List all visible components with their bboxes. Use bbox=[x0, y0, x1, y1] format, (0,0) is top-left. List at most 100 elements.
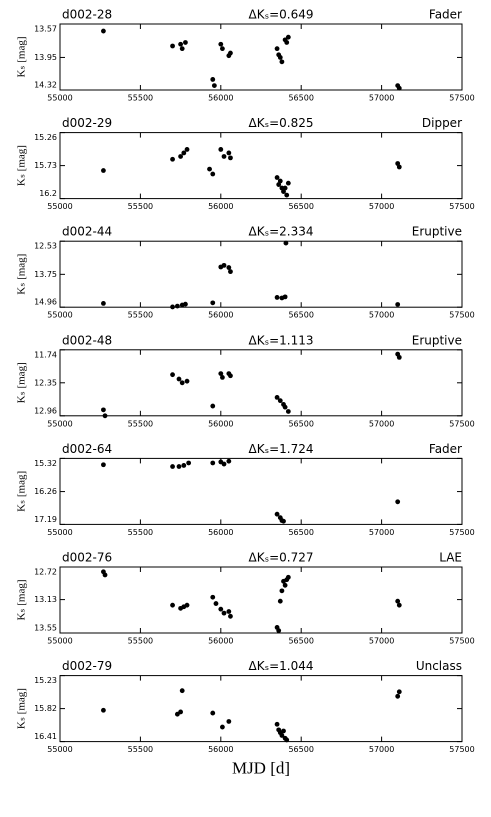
plot-frame bbox=[59, 132, 463, 200]
x-tick-label: 55000 bbox=[47, 419, 72, 428]
y-tick-label: 13.75 bbox=[34, 270, 57, 279]
data-point bbox=[176, 376, 182, 382]
plot-frame bbox=[59, 457, 463, 525]
data-point bbox=[228, 269, 233, 275]
x-tick-label: 55000 bbox=[47, 528, 72, 537]
data-point bbox=[101, 300, 106, 306]
data-point bbox=[184, 378, 190, 384]
y-tick-label: 16.41 bbox=[34, 732, 57, 741]
data-point bbox=[276, 628, 282, 634]
y-tick-label: 15.73 bbox=[34, 161, 57, 170]
x-tick-label: 57500 bbox=[449, 94, 474, 103]
y-tick-label: 12.96 bbox=[34, 406, 57, 415]
x-tick-label: 55000 bbox=[47, 637, 72, 646]
data-point bbox=[285, 409, 291, 414]
data-point bbox=[181, 463, 187, 468]
y-axis-label: Kₛ [mag] bbox=[16, 254, 28, 295]
x-tick-label: 57500 bbox=[449, 745, 474, 754]
data-point bbox=[281, 518, 286, 524]
data-point bbox=[395, 499, 401, 505]
data-point bbox=[210, 710, 216, 716]
plot-frame bbox=[59, 349, 463, 417]
y-axis-label: Kₛ [mag] bbox=[16, 362, 28, 403]
x-tick-label: 56000 bbox=[208, 202, 233, 211]
data-point bbox=[282, 404, 288, 410]
data-point bbox=[277, 178, 283, 184]
x-tick-label: 56500 bbox=[288, 419, 313, 428]
data-point bbox=[279, 59, 285, 65]
x-tick-label: 57500 bbox=[449, 528, 474, 537]
y-tick-label: 12.72 bbox=[34, 568, 57, 577]
data-point bbox=[274, 395, 280, 400]
y-tick-label: 16.26 bbox=[34, 487, 57, 496]
data-point bbox=[221, 461, 227, 467]
data-point bbox=[279, 588, 285, 594]
x-tick-label: 56000 bbox=[208, 745, 233, 754]
data-point bbox=[285, 34, 291, 40]
data-point bbox=[170, 156, 175, 162]
data-point bbox=[274, 175, 280, 180]
data-point bbox=[183, 40, 188, 45]
data-point bbox=[213, 601, 219, 606]
data-point bbox=[396, 602, 402, 608]
x-tick-label: 57000 bbox=[369, 311, 394, 320]
data-point bbox=[210, 77, 216, 82]
y-tick-label: 11.74 bbox=[34, 350, 57, 359]
panel-title: d002-79 bbox=[62, 659, 112, 673]
data-point bbox=[221, 610, 227, 616]
panel-title: d002-29 bbox=[62, 116, 112, 130]
data-point bbox=[396, 85, 402, 91]
panel-annotation: LAE bbox=[439, 551, 462, 565]
panel-title: d002-28 bbox=[62, 8, 112, 22]
x-tick-label: 55500 bbox=[128, 419, 153, 428]
panel-title: d002-48 bbox=[62, 333, 112, 347]
x-tick-label: 55500 bbox=[128, 202, 153, 211]
data-point bbox=[178, 41, 184, 47]
data-point bbox=[283, 240, 289, 246]
data-point bbox=[228, 155, 233, 161]
data-point bbox=[282, 185, 288, 191]
x-tick-label: 56000 bbox=[208, 311, 233, 320]
data-point bbox=[102, 413, 108, 419]
x-tick-label: 55500 bbox=[128, 637, 153, 646]
data-point bbox=[396, 354, 402, 360]
panel-subtitle: ΔKₛ=1.724 bbox=[249, 442, 314, 456]
data-point bbox=[102, 572, 108, 578]
data-point bbox=[221, 154, 227, 159]
x-tick-label: 57500 bbox=[449, 419, 474, 428]
panel-subtitle: ΔKₛ=2.334 bbox=[249, 225, 314, 239]
y-tick-label: 13.95 bbox=[34, 53, 57, 62]
data-point bbox=[226, 150, 232, 156]
data-point bbox=[228, 373, 233, 379]
data-point bbox=[211, 83, 217, 88]
data-point bbox=[178, 709, 184, 715]
data-point bbox=[395, 598, 401, 604]
y-tick-label: 13.57 bbox=[34, 25, 57, 34]
x-tick-label: 57000 bbox=[369, 637, 394, 646]
y-tick-label: 15.32 bbox=[34, 459, 57, 468]
panel-annotation: Fader bbox=[429, 8, 462, 22]
data-point bbox=[218, 147, 224, 152]
x-tick-label: 55500 bbox=[128, 94, 153, 103]
data-point bbox=[210, 171, 216, 177]
data-point bbox=[274, 511, 280, 517]
data-point bbox=[220, 724, 225, 730]
data-point bbox=[174, 303, 180, 309]
x-axis-label: MJD [d] bbox=[232, 759, 290, 778]
x-tick-label: 56500 bbox=[288, 311, 313, 320]
data-point bbox=[170, 304, 175, 310]
panel-annotation: Unclass bbox=[416, 659, 462, 673]
data-point bbox=[218, 606, 224, 612]
y-tick-label: 16.2 bbox=[39, 189, 57, 198]
x-tick-label: 57000 bbox=[369, 419, 394, 428]
x-tick-label: 55000 bbox=[47, 202, 72, 211]
panel-title: d002-76 bbox=[62, 551, 112, 565]
data-point bbox=[284, 192, 290, 198]
panel-title: d002-64 bbox=[62, 442, 112, 456]
data-point bbox=[179, 688, 185, 694]
y-axis-label: Kₛ [mag] bbox=[16, 145, 28, 186]
data-point bbox=[170, 43, 175, 49]
panel-title: d002-44 bbox=[62, 225, 112, 239]
x-tick-label: 57000 bbox=[369, 528, 394, 537]
